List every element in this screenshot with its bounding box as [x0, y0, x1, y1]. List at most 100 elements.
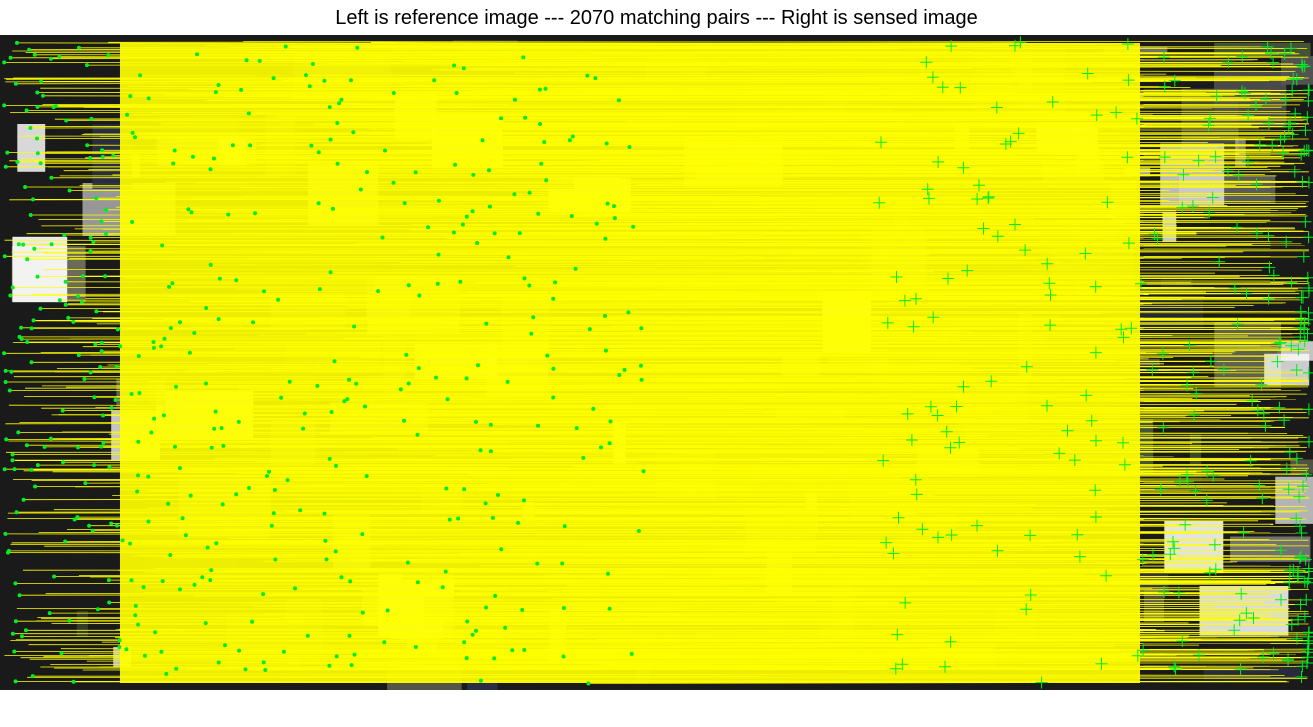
- sensed-keypoint-plus: [1024, 529, 1037, 542]
- reference-keypoint-dot: [94, 309, 99, 314]
- reference-keypoint-dot: [35, 90, 40, 95]
- sensed-keypoint-plus: [1189, 485, 1202, 498]
- reference-keypoint-dot: [160, 243, 165, 248]
- sensed-keypoint-plus: [944, 441, 957, 454]
- match-line: [400, 137, 1220, 140]
- sensed-keypoint-plus: [1297, 480, 1309, 493]
- reference-keypoint-dot: [551, 296, 556, 301]
- match-line: [370, 42, 1128, 45]
- match-line: [168, 502, 1227, 505]
- sensed-keypoint-plus: [1181, 475, 1194, 488]
- sensed-keypoint-plus: [1271, 355, 1284, 368]
- sensed-keypoint-plus: [1299, 215, 1312, 228]
- match-line: [454, 65, 1305, 67]
- reference-keypoint-dot: [522, 276, 527, 281]
- sensed-keypoint-plus: [1302, 94, 1313, 107]
- match-line: [475, 282, 1063, 285]
- match-line: [127, 85, 943, 88]
- match-line: [273, 511, 1300, 514]
- reference-keypoint-dot: [261, 592, 266, 597]
- reference-keypoint-dot: [452, 63, 457, 68]
- reference-keypoint-dot: [404, 352, 409, 357]
- sensed-keypoint-plus: [1041, 257, 1054, 270]
- match-line: [355, 242, 1129, 245]
- sensed-keypoint-plus: [1292, 343, 1305, 356]
- sensed-keypoint-plus: [1294, 550, 1307, 563]
- reference-keypoint-dot: [3, 380, 8, 384]
- reference-keypoint-dot: [216, 660, 221, 665]
- reference-keypoint-dot: [605, 201, 610, 206]
- sensed-keypoint-plus: [901, 407, 914, 420]
- reference-keypoint-dot: [570, 134, 575, 139]
- reference-keypoint-dot: [484, 605, 488, 610]
- reference-keypoint-dot: [101, 413, 105, 418]
- sensed-keypoints: [873, 36, 1313, 689]
- reference-keypoint-dot: [49, 242, 54, 247]
- sensed-keypoint-plus: [1282, 654, 1294, 667]
- match-line: [384, 640, 1183, 643]
- reference-keypoint-dot: [328, 137, 333, 142]
- sensed-keypoint-plus: [1240, 287, 1253, 300]
- match-overlay: [2, 36, 1313, 690]
- match-line: [23, 497, 1263, 501]
- match-line: [586, 668, 1279, 671]
- reference-keypoint-dot: [94, 196, 99, 201]
- reference-keypoint-dot: [316, 150, 321, 155]
- reference-keypoint-dot: [435, 281, 440, 286]
- sensed-keypoint-plus: [953, 436, 966, 449]
- sensed-keypoint-plus: [1188, 409, 1200, 422]
- match-line: [588, 682, 1042, 684]
- reference-keypoint-dot: [236, 419, 241, 424]
- match-line: [8, 549, 1282, 552]
- sensed-keypoint-plus: [977, 222, 990, 235]
- sensed-keypoint-plus: [1157, 51, 1170, 64]
- reference-keypoint-dot: [398, 387, 403, 392]
- reference-keypoint-dot: [383, 148, 387, 153]
- sensed-keypoint-plus: [1090, 109, 1103, 122]
- reference-keypoint-dot: [106, 578, 111, 583]
- reference-keypoint-dot: [178, 587, 182, 592]
- match-line: [517, 522, 1196, 525]
- reference-keypoint-dot: [213, 90, 218, 95]
- reference-keypoint-dot: [327, 456, 332, 461]
- reference-keypoint-dot: [29, 360, 34, 365]
- reference-keypoint-dot: [205, 545, 210, 550]
- match-line: [367, 292, 1293, 294]
- match-line: [105, 209, 1278, 211]
- match-line: [373, 360, 1119, 362]
- match-line: [434, 545, 1044, 549]
- sensed-keypoint-plus: [1280, 235, 1293, 248]
- reference-keypoint-dot: [129, 392, 134, 396]
- sensed-keypoint-plus: [1147, 548, 1159, 561]
- sensed-keypoint-plus: [881, 316, 894, 329]
- reference-keypoint-dot: [616, 98, 621, 103]
- sensed-keypoint-plus: [1299, 553, 1312, 566]
- sensed-keypoint-plus: [927, 311, 940, 324]
- reference-keypoint-dot: [117, 645, 122, 650]
- reference-keypoint-dot: [246, 111, 251, 116]
- sensed-keypoint-plus: [889, 662, 902, 675]
- sensed-keypoint-plus: [1089, 511, 1102, 523]
- match-line: [317, 384, 1262, 387]
- match-line: [406, 353, 1163, 356]
- reference-keypoint-dot: [124, 647, 129, 652]
- reference-keypoint-dot: [3, 164, 8, 169]
- sensed-keypoint-plus: [1012, 127, 1025, 140]
- reference-keypoint-dot: [302, 411, 307, 416]
- sensed-keypoint-plus: [926, 71, 939, 84]
- sensed-keypoint-plus: [1164, 548, 1177, 561]
- sensed-keypoint-plus: [1257, 407, 1270, 420]
- match-line: [466, 216, 1209, 219]
- reference-keypoint-dot: [413, 170, 418, 175]
- backdrop-patch: [1120, 358, 1160, 366]
- sensed-keypoint-plus: [880, 536, 893, 549]
- sensed-keypoint-plus: [1278, 414, 1291, 427]
- reference-keypoint-dot: [480, 138, 485, 143]
- match-line: [41, 80, 1175, 82]
- match-line: [362, 533, 952, 536]
- reference-keypoint-dot: [19, 325, 24, 330]
- reference-keypoint-dot: [567, 138, 572, 143]
- sensed-keypoint-plus: [898, 294, 911, 307]
- reference-keypoint-dot: [25, 340, 30, 344]
- reference-keypoint-dot: [13, 679, 18, 684]
